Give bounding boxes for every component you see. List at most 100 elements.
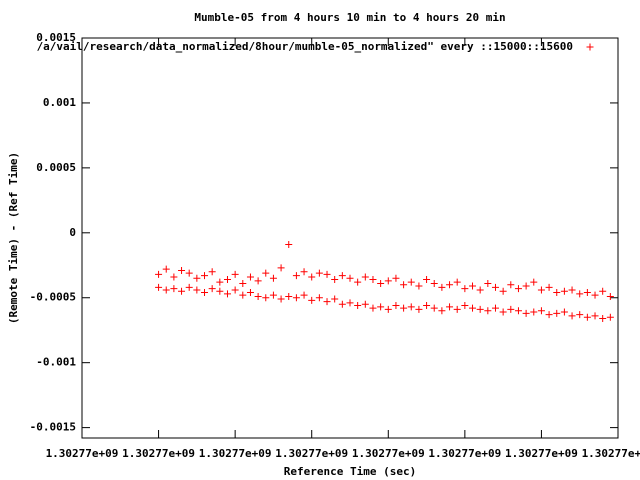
point	[300, 291, 308, 299]
point	[568, 286, 576, 294]
point	[499, 287, 507, 295]
point	[576, 311, 584, 319]
plot-border	[81, 37, 619, 439]
point	[530, 278, 538, 286]
point	[354, 278, 362, 286]
point	[537, 307, 545, 315]
point	[384, 277, 392, 285]
point	[407, 278, 415, 286]
point	[162, 265, 170, 273]
point	[231, 286, 239, 294]
y-tick-label: -0.001	[36, 356, 76, 369]
legend-label: /a/vail/research/data_normalized/8hour/m…	[37, 40, 573, 53]
point	[170, 273, 178, 281]
point	[208, 268, 216, 276]
point	[522, 282, 530, 290]
y-tick-label: -0.0005	[30, 291, 76, 304]
point	[262, 294, 270, 302]
point	[599, 287, 607, 295]
point	[208, 285, 216, 293]
point	[308, 296, 316, 304]
point	[338, 272, 346, 280]
point	[407, 303, 415, 311]
point	[530, 308, 538, 316]
point	[491, 304, 499, 312]
point	[162, 286, 170, 294]
y-tick-label: 0.0005	[36, 161, 76, 174]
x-tick-label: 1.30277e+09	[582, 447, 640, 460]
point	[606, 292, 614, 300]
point	[262, 269, 270, 277]
point	[178, 266, 186, 274]
point	[178, 287, 186, 295]
point	[484, 307, 492, 315]
x-tick-label: 1.30277e+09	[275, 447, 348, 460]
point	[155, 270, 163, 278]
point	[446, 281, 454, 289]
point	[400, 281, 408, 289]
point	[568, 312, 576, 320]
point	[323, 270, 331, 278]
y-tick-label: 0	[69, 226, 76, 239]
point	[599, 315, 607, 323]
point	[331, 295, 339, 303]
point	[522, 309, 530, 317]
y-tick-label: 0.001	[43, 96, 76, 109]
point	[377, 279, 385, 287]
point	[300, 268, 308, 276]
point	[277, 264, 285, 272]
point	[216, 278, 224, 286]
point	[216, 287, 224, 295]
point	[246, 273, 254, 281]
point	[545, 283, 553, 291]
x-tick-label: 1.30277e+09	[46, 447, 119, 460]
point	[246, 289, 254, 297]
point	[446, 303, 454, 311]
point	[507, 281, 515, 289]
point	[231, 270, 239, 278]
x-tick-label: 1.30277e+09	[122, 447, 195, 460]
point	[560, 308, 568, 316]
point	[346, 299, 354, 307]
point	[331, 276, 339, 284]
x-tick-label: 1.30277e+09	[505, 447, 578, 460]
point	[537, 286, 545, 294]
point	[430, 279, 438, 287]
point	[223, 290, 231, 298]
point	[201, 272, 209, 280]
point	[384, 305, 392, 313]
point	[269, 274, 277, 282]
point	[583, 289, 591, 297]
point	[499, 308, 507, 316]
point	[469, 304, 477, 312]
point	[484, 279, 492, 287]
point	[430, 304, 438, 312]
point	[491, 283, 499, 291]
point	[369, 276, 377, 284]
point	[292, 294, 300, 302]
point	[553, 289, 561, 297]
point	[423, 276, 431, 284]
point	[476, 305, 484, 313]
point	[469, 282, 477, 290]
point	[591, 312, 599, 320]
point	[576, 290, 584, 298]
point	[185, 269, 193, 277]
point	[591, 291, 599, 299]
point	[438, 307, 446, 315]
point	[239, 291, 247, 299]
point	[415, 282, 423, 290]
point	[354, 302, 362, 310]
point	[461, 285, 469, 293]
x-tick-label: 1.30277e+09	[199, 447, 272, 460]
point	[438, 283, 446, 291]
point	[269, 291, 277, 299]
point	[514, 285, 522, 293]
point	[346, 274, 354, 282]
point	[553, 309, 561, 317]
point	[155, 283, 163, 291]
point	[315, 294, 323, 302]
point	[606, 313, 614, 321]
point	[453, 278, 461, 286]
